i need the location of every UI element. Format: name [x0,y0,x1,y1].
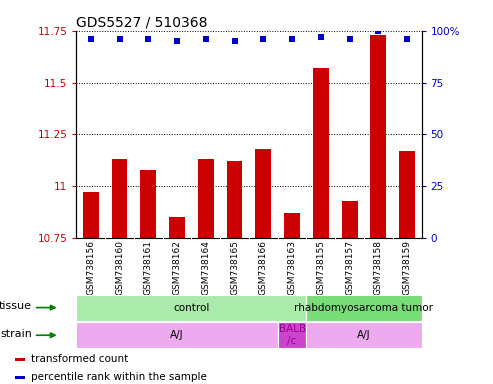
Text: strain: strain [0,329,32,339]
Point [202,36,210,42]
Bar [76,295,307,321]
Text: GSM738161: GSM738161 [144,240,153,295]
Point [259,36,267,42]
Text: tissue: tissue [0,301,32,311]
Text: BALB
/c: BALB /c [279,324,306,346]
Bar [15,376,25,379]
Text: GDS5527 / 510368: GDS5527 / 510368 [76,16,208,30]
Point [87,36,95,42]
Bar [284,213,300,238]
Point [346,36,353,42]
Bar [198,159,214,238]
Text: rhabdomyosarcoma tumor: rhabdomyosarcoma tumor [294,303,433,313]
Bar [307,295,422,321]
Bar [399,151,415,238]
Bar [15,358,25,361]
Bar [227,161,243,238]
Bar [169,217,185,238]
Text: GSM738165: GSM738165 [230,240,239,295]
Bar [370,35,387,238]
Text: control: control [173,303,210,313]
Bar [76,322,278,348]
Point [375,28,383,34]
Text: A/J: A/J [357,330,371,340]
Text: GSM738164: GSM738164 [201,240,211,295]
Point [173,38,181,44]
Text: GSM738157: GSM738157 [345,240,354,295]
Text: GSM738166: GSM738166 [259,240,268,295]
Text: GSM738158: GSM738158 [374,240,383,295]
Bar [255,149,271,238]
Text: transformed count: transformed count [31,354,128,364]
Point [317,34,325,40]
Text: GSM738162: GSM738162 [173,240,181,295]
Bar [83,192,99,238]
Text: GSM738160: GSM738160 [115,240,124,295]
Text: A/J: A/J [170,330,184,340]
Text: GSM738155: GSM738155 [317,240,325,295]
Point [144,36,152,42]
Text: GSM738159: GSM738159 [403,240,412,295]
Bar [278,322,307,348]
Point [403,36,411,42]
Bar [141,170,156,238]
Point [288,36,296,42]
Bar [307,322,422,348]
Bar [342,201,357,238]
Point [115,36,123,42]
Text: percentile rank within the sample: percentile rank within the sample [31,372,207,382]
Text: GSM738163: GSM738163 [287,240,297,295]
Bar [111,159,128,238]
Bar [313,68,329,238]
Point [231,38,239,44]
Text: GSM738156: GSM738156 [86,240,95,295]
